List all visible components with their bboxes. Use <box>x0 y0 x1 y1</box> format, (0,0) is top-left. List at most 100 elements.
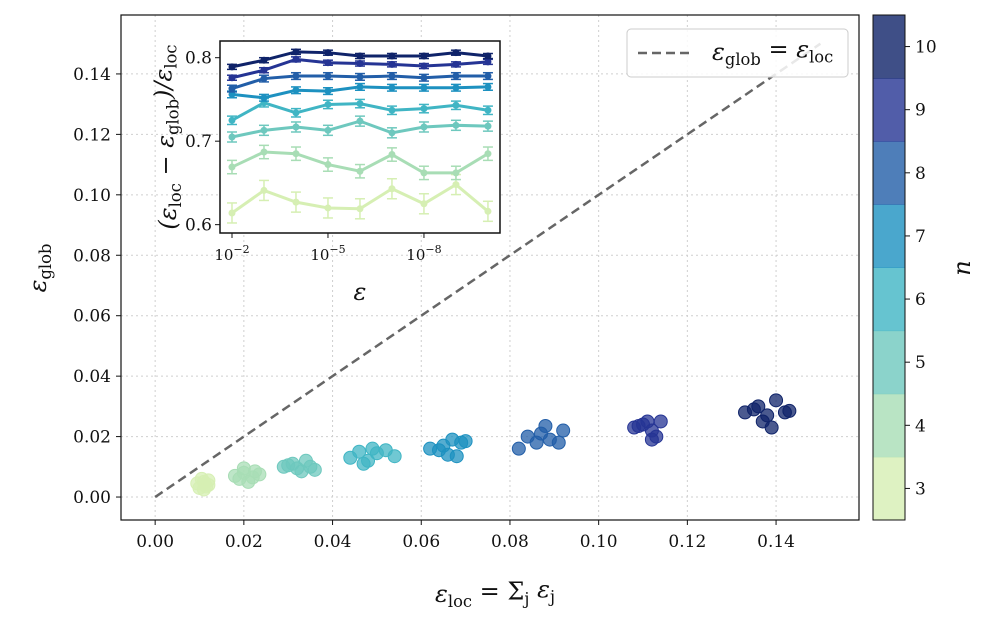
y-tick-label: 0.04 <box>73 367 111 387</box>
scatter-series-n6 <box>343 441 402 471</box>
inset-point <box>388 72 396 80</box>
tick-exponent: −8 <box>425 243 441 256</box>
text-part: ε <box>712 38 725 66</box>
subscript: glob <box>36 244 55 280</box>
inset-x-tick-label: 10−8 <box>406 243 441 264</box>
tick-base: 10 <box>310 246 329 264</box>
inset-point <box>228 163 236 171</box>
inset-point <box>452 181 460 189</box>
colorbar-band <box>873 204 905 268</box>
inset-point <box>260 126 268 134</box>
inset-point <box>292 48 300 56</box>
inset-point <box>452 169 460 177</box>
text-part: = Σ <box>472 578 524 606</box>
inset-point <box>324 100 332 108</box>
inset-point <box>292 109 300 117</box>
inset-point <box>292 55 300 63</box>
scatter-point <box>298 453 313 468</box>
inset-point <box>388 84 396 92</box>
scatter-point <box>644 432 659 447</box>
colorbar-band <box>873 456 905 521</box>
scatter-point <box>769 393 784 408</box>
reference-line <box>154 42 822 499</box>
text-part: ε <box>435 580 448 608</box>
inset-y-tick-label: 0.7 <box>185 132 212 152</box>
inset-point <box>324 126 332 134</box>
subscript: loc <box>448 592 472 611</box>
scatter-series-n10 <box>738 393 797 435</box>
scatter-point <box>746 402 761 417</box>
inset-point <box>388 185 396 193</box>
inset-chart: 0.60.70.810−2 10−5 10−8ε(εloc − εglob)/εlo… <box>149 40 501 306</box>
inset-point <box>452 101 460 109</box>
scatter-series-n5 <box>276 453 322 479</box>
inset-point <box>388 151 396 159</box>
scatter-point <box>431 443 446 458</box>
scatter-point <box>511 441 526 456</box>
inset-point <box>260 75 268 83</box>
legend-label: εglob = εloc <box>712 36 833 69</box>
colorbar-tick-label: 10 <box>915 38 937 58</box>
colorbar-band <box>873 393 905 458</box>
inset-point <box>292 150 300 158</box>
colorbar-tick-label: 6 <box>915 290 926 310</box>
inset-point <box>228 116 236 124</box>
scatter-point <box>247 464 262 479</box>
inset-point <box>388 52 396 60</box>
axes-frame <box>120 14 860 521</box>
y-tick-label: 0.02 <box>73 428 111 448</box>
text-part: (ε <box>154 207 182 229</box>
inset-point <box>356 60 364 68</box>
text-part: = ε <box>761 36 809 64</box>
scatter-point <box>529 435 544 450</box>
text-part: − ε <box>152 135 180 183</box>
colorbar-tick-label: 5 <box>915 353 926 373</box>
inset-point <box>484 83 492 91</box>
tick-exponent: −5 <box>329 243 345 256</box>
scatter-point <box>556 423 571 438</box>
inset-point <box>420 200 428 208</box>
inset-series-n4 <box>226 144 493 181</box>
x-tick-label: 0.02 <box>225 532 263 552</box>
y-tick-label: 0.10 <box>73 186 111 206</box>
inset-series-n9 <box>226 55 493 82</box>
x-tick-label: 0.06 <box>402 532 440 552</box>
inset-point <box>228 133 236 141</box>
colorbar-band <box>873 15 905 79</box>
inset-series-n3 <box>226 173 493 224</box>
inset-point <box>484 106 492 114</box>
inset-y-tick-label: 0.6 <box>185 216 212 236</box>
colorbar-frame <box>872 14 906 521</box>
scatter-point <box>365 441 380 456</box>
inset-point <box>452 60 460 68</box>
inset-series-n5 <box>226 115 493 143</box>
inset-point <box>324 161 332 169</box>
subscript: loc <box>809 48 833 67</box>
inset-point <box>324 49 332 57</box>
scatter-series-n4 <box>227 461 267 489</box>
scatter-point <box>201 473 216 488</box>
tick-exponent: −2 <box>233 243 249 256</box>
inset-point <box>356 205 364 213</box>
subscript: glob <box>164 99 183 135</box>
inset-point <box>324 72 332 80</box>
y-tick-label: 0.14 <box>73 65 111 85</box>
inset-point <box>484 58 492 66</box>
inset-point <box>260 186 268 194</box>
inset-x-tick-label: 10−2 <box>214 243 249 264</box>
scatter-point <box>653 414 668 429</box>
inset-point <box>228 63 236 71</box>
y-tick-label: 0.12 <box>73 125 111 145</box>
x-tick-label: 0.08 <box>491 532 529 552</box>
inset-point <box>452 121 460 129</box>
colorbar-tick-label: 3 <box>915 479 926 499</box>
colorbar-label: n <box>948 260 976 275</box>
scatter-series-n7 <box>423 432 473 464</box>
inset-point <box>484 150 492 158</box>
y-tick-label: 0.08 <box>73 246 111 266</box>
x-tick-label: 0.04 <box>314 532 352 552</box>
scatter-series-n8 <box>511 419 571 456</box>
inset-point <box>484 122 492 130</box>
inset-point <box>356 83 364 91</box>
scatter-point <box>631 419 646 434</box>
